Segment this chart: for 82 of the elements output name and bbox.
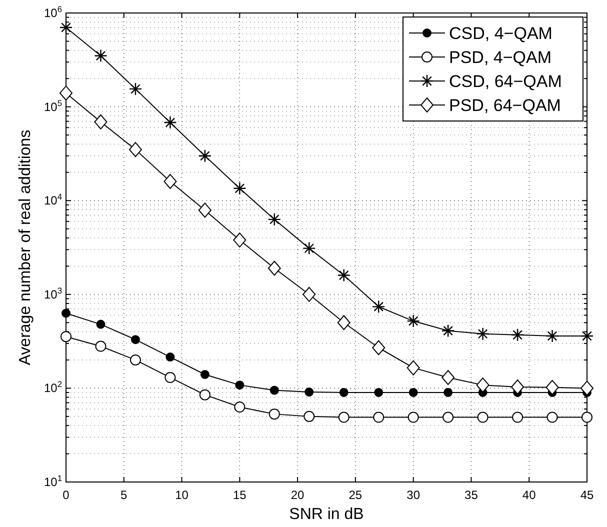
y-axis-title: Average number of real additions xyxy=(17,130,34,366)
point xyxy=(59,20,73,34)
point xyxy=(476,378,490,393)
point xyxy=(95,340,106,352)
point xyxy=(406,314,420,328)
point xyxy=(166,352,175,362)
point xyxy=(60,86,72,101)
point xyxy=(580,329,594,343)
point xyxy=(373,412,384,423)
point xyxy=(268,260,281,276)
point xyxy=(511,379,524,394)
y-tick-label: 10$^{3}$ xyxy=(44,285,62,302)
point xyxy=(442,370,455,386)
point xyxy=(406,360,420,376)
point xyxy=(408,412,419,423)
point xyxy=(94,114,108,130)
point xyxy=(408,388,418,397)
point xyxy=(442,412,454,423)
legend-label: CSD, 64−QAM xyxy=(449,72,562,91)
point xyxy=(233,232,246,248)
point xyxy=(304,388,314,397)
y-tick-label: 10$^{6}$ xyxy=(44,4,62,20)
legend-label: PSD, 4−QAM xyxy=(449,48,552,67)
x-tick-label: 15 xyxy=(232,488,247,502)
point xyxy=(200,370,210,379)
point xyxy=(546,329,559,343)
point xyxy=(337,315,350,330)
x-tick-label: 30 xyxy=(406,488,420,502)
point xyxy=(164,174,177,189)
point xyxy=(372,300,386,314)
point xyxy=(62,308,70,318)
point xyxy=(234,402,246,413)
y-tick-label: 10$^{5}$ xyxy=(44,98,62,114)
x-tick-label: 35 xyxy=(464,488,478,502)
point xyxy=(268,212,281,226)
x-tick-label: 0 xyxy=(62,488,70,502)
point xyxy=(546,380,559,395)
point xyxy=(477,412,488,423)
point xyxy=(582,412,592,423)
point xyxy=(580,380,594,396)
point xyxy=(338,412,350,423)
point xyxy=(198,202,212,218)
point xyxy=(128,82,142,96)
point xyxy=(60,331,72,342)
point xyxy=(130,354,141,366)
point xyxy=(233,182,246,195)
point xyxy=(510,328,524,342)
point xyxy=(128,142,142,158)
x-tick-label: 10 xyxy=(175,488,189,502)
point xyxy=(302,286,316,302)
x-tick-label: 20 xyxy=(290,488,305,502)
point xyxy=(270,386,279,395)
x-tick-label: 25 xyxy=(348,488,362,502)
point xyxy=(164,116,177,130)
point xyxy=(339,388,348,397)
point xyxy=(130,335,140,344)
point xyxy=(304,410,315,422)
point xyxy=(372,340,386,356)
point xyxy=(374,388,384,397)
point xyxy=(164,372,176,384)
x-axis-title: SNR in dB xyxy=(289,506,364,523)
point xyxy=(444,388,453,397)
point xyxy=(512,412,524,423)
point xyxy=(546,412,558,423)
y-tick-label: 10$^{2}$ xyxy=(44,379,62,396)
point xyxy=(302,242,316,255)
x-tick-label: 45 xyxy=(580,488,594,502)
legend-label: CSD, 4−QAM xyxy=(449,24,552,43)
x-tick-label: 40 xyxy=(522,488,536,502)
point xyxy=(441,324,455,338)
y-tick-label: 10$^{4}$ xyxy=(44,192,62,208)
y-tick-label: 10$^{1}$ xyxy=(44,473,62,489)
point xyxy=(235,380,244,390)
legend-label: PSD, 64−QAM xyxy=(449,96,561,115)
point xyxy=(199,389,210,400)
point xyxy=(268,408,280,420)
point xyxy=(198,149,212,162)
point xyxy=(476,327,490,340)
point xyxy=(337,268,350,282)
point xyxy=(96,320,106,329)
point xyxy=(94,49,108,62)
x-tick-label: 5 xyxy=(120,488,128,502)
